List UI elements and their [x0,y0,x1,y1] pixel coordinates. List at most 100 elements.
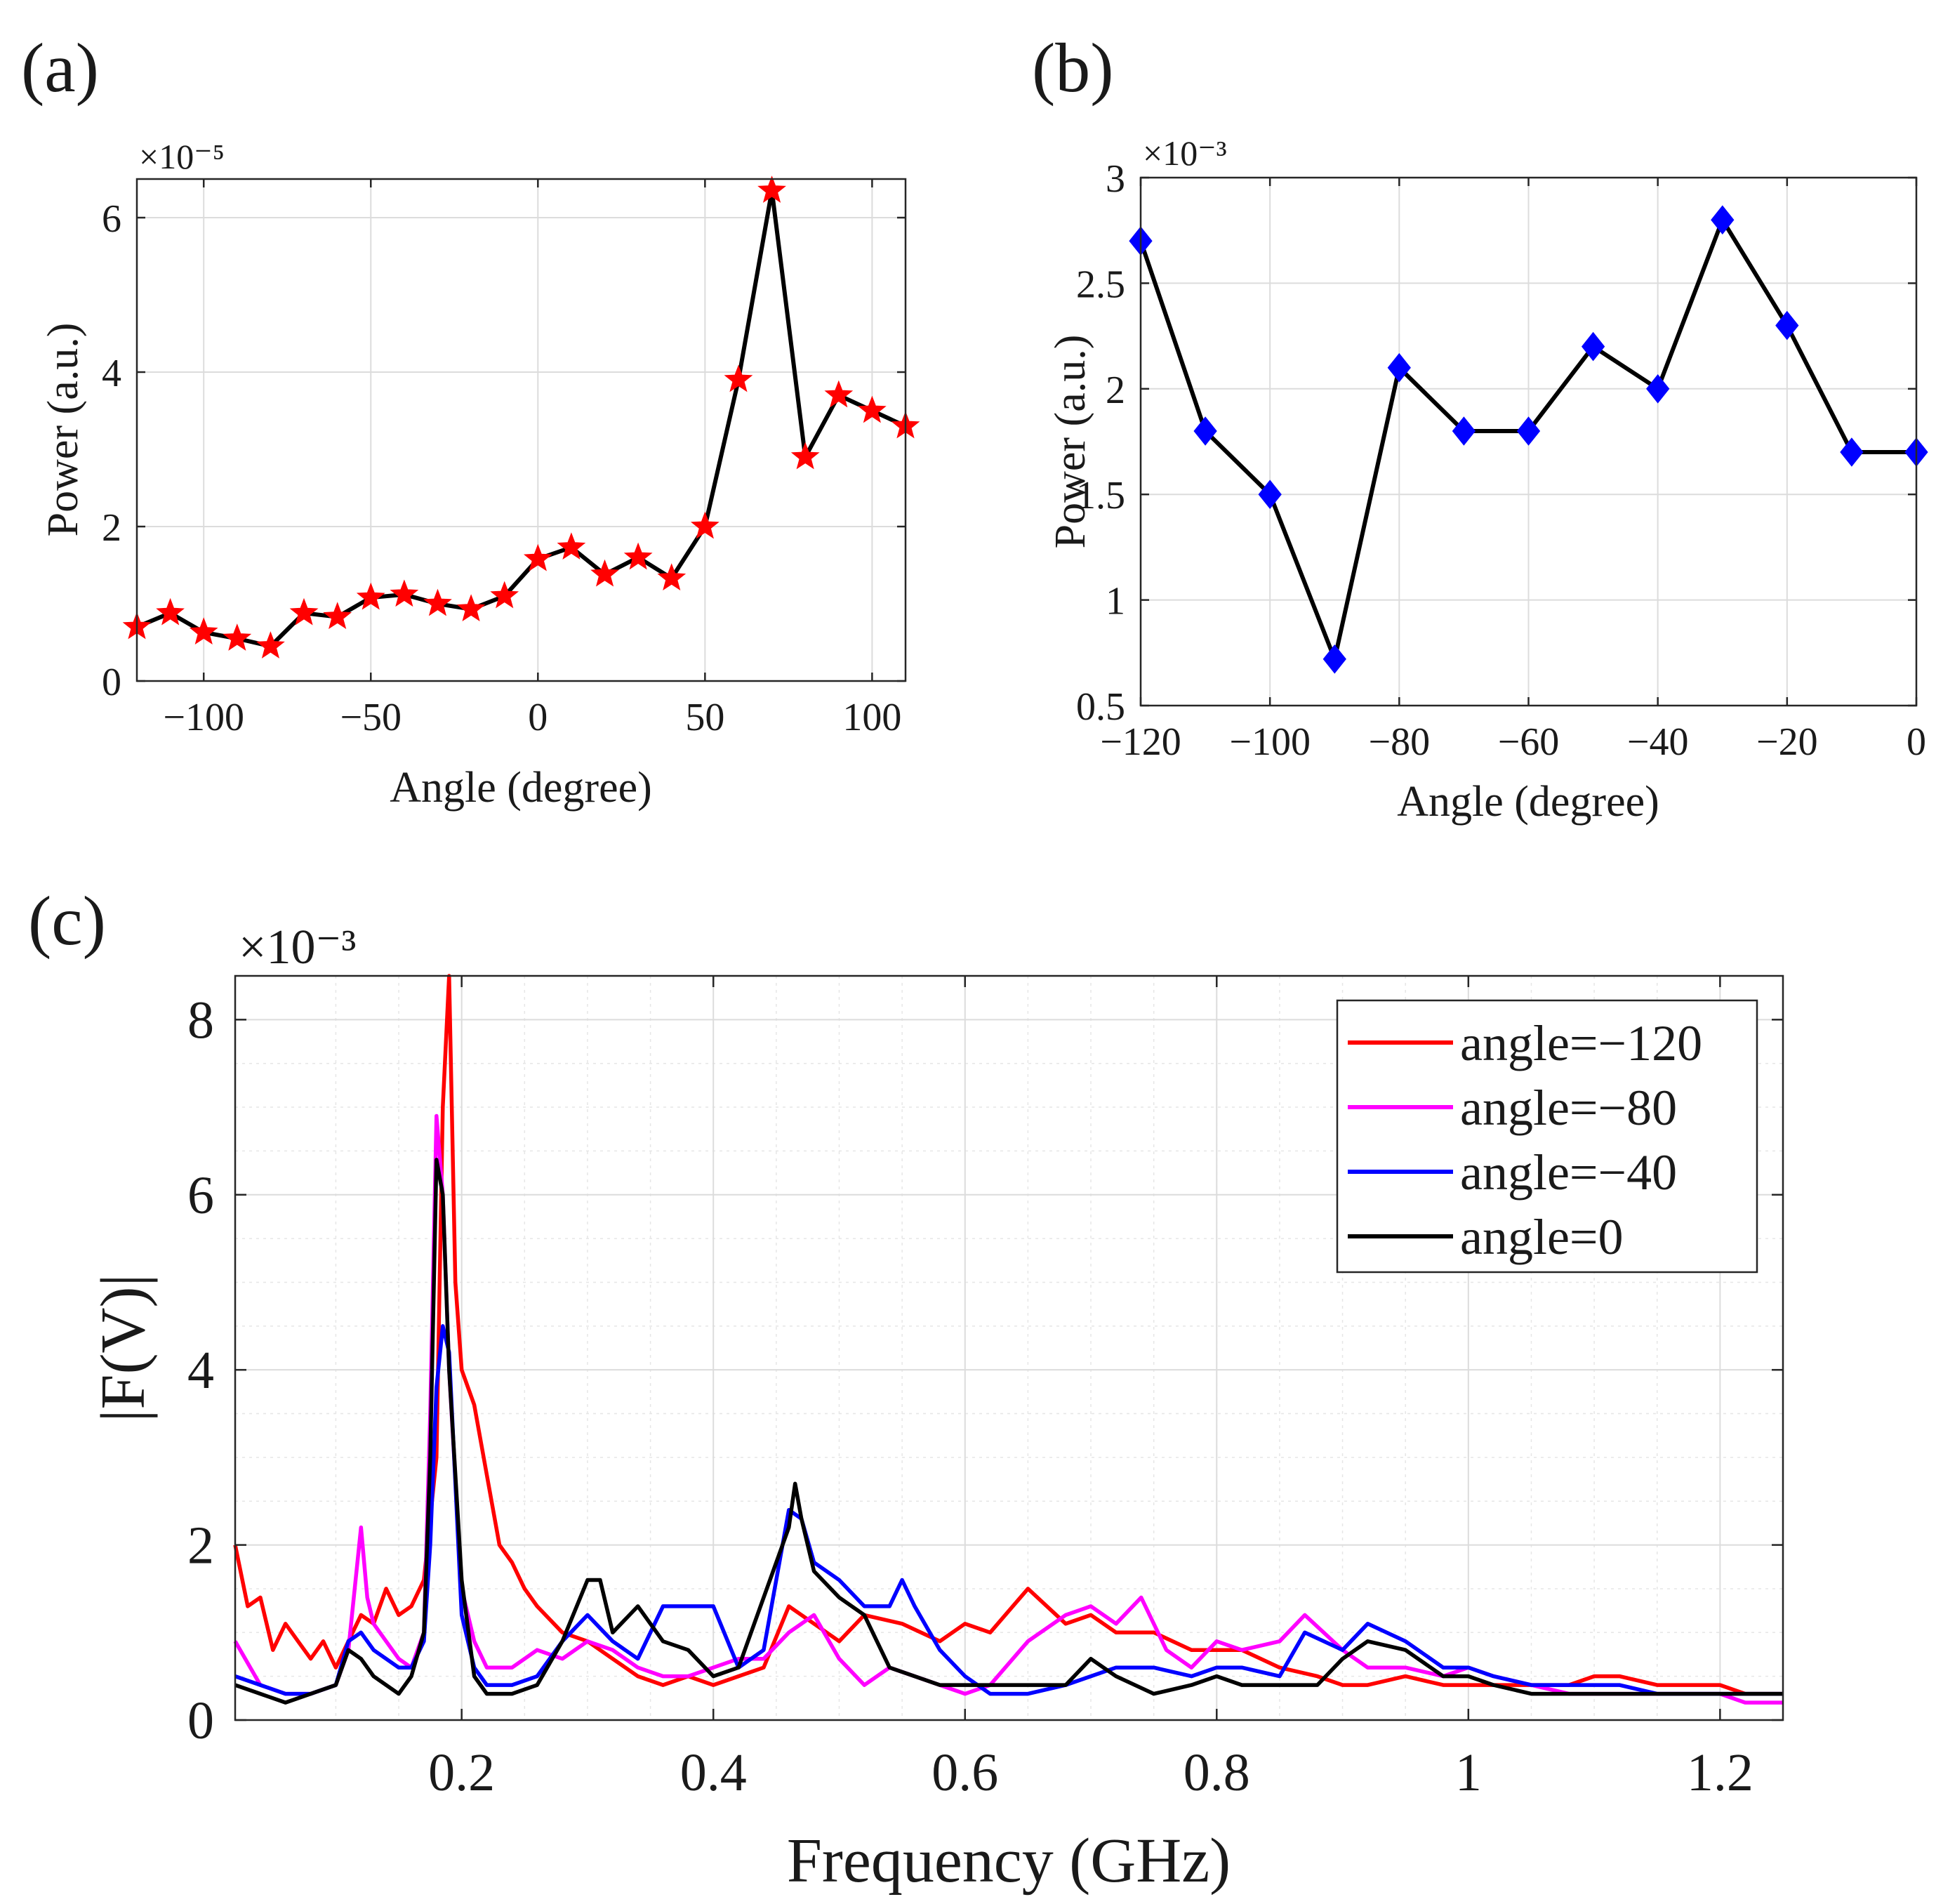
chart-a-ticks: −100 −50 0 50 100 0 2 4 6 [102,179,906,739]
legend-label-3: angle=0 [1460,1209,1624,1265]
data-point [824,380,854,408]
data-point [1258,480,1282,510]
legend-label-0: angle=−120 [1460,1015,1702,1071]
legend-box [1336,999,1758,1274]
data-point [323,602,352,630]
y-tick-label: 1.5 [1076,474,1125,517]
x-tick-label: 0 [1907,720,1926,764]
legend-entry-2: angle=−40 [1348,1144,1677,1201]
y-tick-label: 2 [102,506,121,550]
chart-b-ticks: −120 −100 −80 −60 −40 −20 0 0.5 1 1.5 2 2.5 3 [1076,157,1926,764]
chart-a-grid [137,179,906,682]
x-tick-label: 0.4 [680,1743,747,1802]
x-tick-label: −60 [1498,720,1560,764]
data-point [1322,644,1346,674]
data-point [156,597,185,626]
y-tick-label: 2 [187,1516,214,1575]
y-tick-label: 0 [102,661,121,704]
series-line [135,188,907,649]
chart-c-grid [235,976,1783,1721]
data-point [757,176,786,203]
legend-label-2: angle=−40 [1460,1144,1677,1201]
data-point [189,617,218,645]
chart-b: −120 −100 −80 −60 −40 −20 00.511.522.53 ×10⁻³ … [1047,133,1928,826]
x-tick-label: 1.2 [1687,1743,1753,1802]
legend-entry-3: angle=0 [1348,1209,1624,1265]
y-tick-label: 1 [1106,580,1125,623]
legend-label-1: angle=−80 [1460,1080,1677,1136]
data-point [1387,352,1411,383]
chart-b-xlabel: Angle (degree) [1397,778,1659,826]
data-point [256,631,285,659]
y-tick-label: 2.5 [1076,263,1125,306]
data-point [289,597,319,626]
y-tick-label: 0.5 [1076,685,1125,729]
chart-c-ylabel: |F(V)| [88,1274,158,1422]
chart-c-plot [233,974,1783,1705]
data-point [490,581,519,609]
x-tick-label: −20 [1756,720,1818,764]
chart-b-ylabel: Power (a.u.) [1047,335,1094,549]
data-point [858,395,887,423]
y-tick-label: 4 [187,1341,214,1400]
data-point [523,543,552,571]
data-point [356,582,385,610]
series-line-0 [233,974,1783,1696]
data-point [1646,373,1670,404]
x-tick-label: 100 [842,696,901,739]
x-tick-label: 1 [1455,1743,1482,1802]
panel-label-a: (a) [21,29,99,107]
data-point [1452,416,1476,446]
y-tick-label: 0 [187,1691,214,1750]
panel-label-b: (b) [1032,29,1114,107]
data-point [790,442,820,470]
data-point [557,532,586,560]
chart-a-xlabel: Angle (degree) [390,764,652,812]
y-tick-label: 4 [102,352,121,395]
x-tick-label: −40 [1627,720,1689,764]
data-point [1775,310,1799,341]
data-point [1581,331,1605,362]
y-tick-label: 2 [1106,369,1125,412]
data-point [1840,437,1864,467]
data-point [1711,205,1735,235]
chart-a: −100 −50 0 50 100 0 2 4 6 ×10⁻⁵ Angle (degree) P… [39,137,920,812]
data-point [1516,416,1541,446]
data-point [724,364,753,392]
data-point [690,511,720,539]
data-point [456,594,486,622]
chart-c-frame [234,974,1784,1721]
chart-b-plot [1129,205,1928,674]
x-tick-label: 0 [528,696,548,739]
series-line-3 [234,1158,1783,1705]
y-tick-label: 6 [187,1166,214,1225]
x-tick-label: −100 [1229,720,1311,764]
y-tick-label: 8 [187,991,214,1050]
chart-a-frame [135,178,907,682]
chart-a-ylabel: Power (a.u.) [39,323,87,537]
x-tick-label: 0.8 [1184,1743,1250,1802]
x-tick-label: 0.6 [931,1743,998,1802]
data-point [657,563,687,591]
data-point [1193,416,1217,446]
x-tick-label: −120 [1100,720,1181,764]
data-point [590,559,619,587]
x-tick-label: 50 [685,696,724,739]
x-tick-label: 0.2 [428,1743,495,1802]
chart-c-xlabel: Frequency (GHz) [787,1826,1231,1896]
x-tick-label: −80 [1369,720,1431,764]
panel-label-c: (c) [28,882,106,960]
y-tick-label: 6 [102,197,121,241]
chart-c-ticks: 0.2 0.4 0.6 0.8 1 1.2 0 2 4 6 8 [187,976,1783,1802]
chart-a-exponent: ×10⁻⁵ [139,137,225,176]
chart-c-legend: angle=−120 angle=−80 angle=−40 angle=0 [1336,999,1758,1274]
chart-c: 0.2 0.4 0.6 0.8 1 1.2 0 2 4 6 8 ×10⁻³ Frequency (G… [88,920,1784,1896]
chart-c-exponent: ×10⁻³ [239,920,356,974]
legend-entry-0: angle=−120 [1348,1015,1702,1071]
chart-b-exponent: ×10⁻³ [1143,133,1227,173]
data-point [223,623,252,651]
data-point [623,542,653,570]
y-tick-label: 3 [1106,157,1125,201]
chart-a-plot [122,176,920,659]
